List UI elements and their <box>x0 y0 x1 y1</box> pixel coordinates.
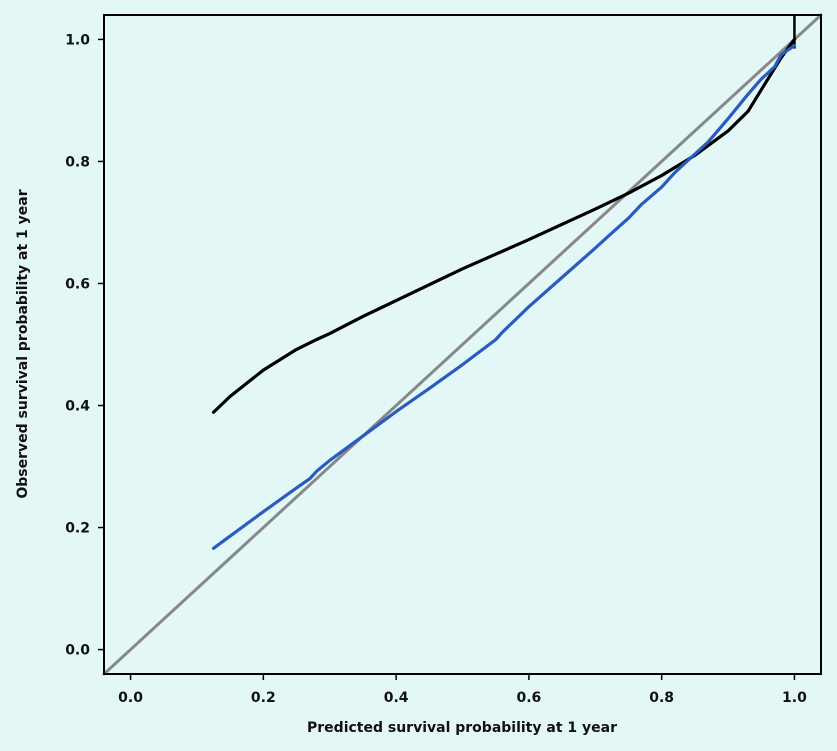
y-tick-label: 0.8 <box>65 154 90 170</box>
x-tick-label: 0.8 <box>649 690 674 706</box>
tick-layer: 0.0 0.2 0.4 0.6 0.8 1.0 0.0 0.2 0.4 0.6 0.8 1.0 <box>65 32 807 706</box>
y-tick-label: 0.4 <box>65 399 90 415</box>
x-tick-label: 0.0 <box>118 690 143 706</box>
y-tick-label: 0.0 <box>65 643 90 659</box>
y-tick-label: 0.2 <box>65 521 90 537</box>
y-axis-label: Observed survival probability at 1 year <box>15 189 31 498</box>
x-tick-label: 0.2 <box>251 690 276 706</box>
y-tick-label: 0.6 <box>65 276 90 292</box>
y-tick-label: 1.0 <box>65 32 90 48</box>
x-axis-label: Predicted survival probability at 1 year <box>307 720 617 736</box>
reference-diagonal-line <box>102 13 823 676</box>
x-tick-label: 1.0 <box>782 690 807 706</box>
plot-frame <box>103 14 822 675</box>
x-tick-label: 0.4 <box>384 690 409 706</box>
x-tick-label: 0.6 <box>516 690 541 706</box>
series-layer <box>102 13 823 676</box>
blue-calibration-curve <box>211 43 797 550</box>
black-calibration-curve <box>211 37 797 414</box>
